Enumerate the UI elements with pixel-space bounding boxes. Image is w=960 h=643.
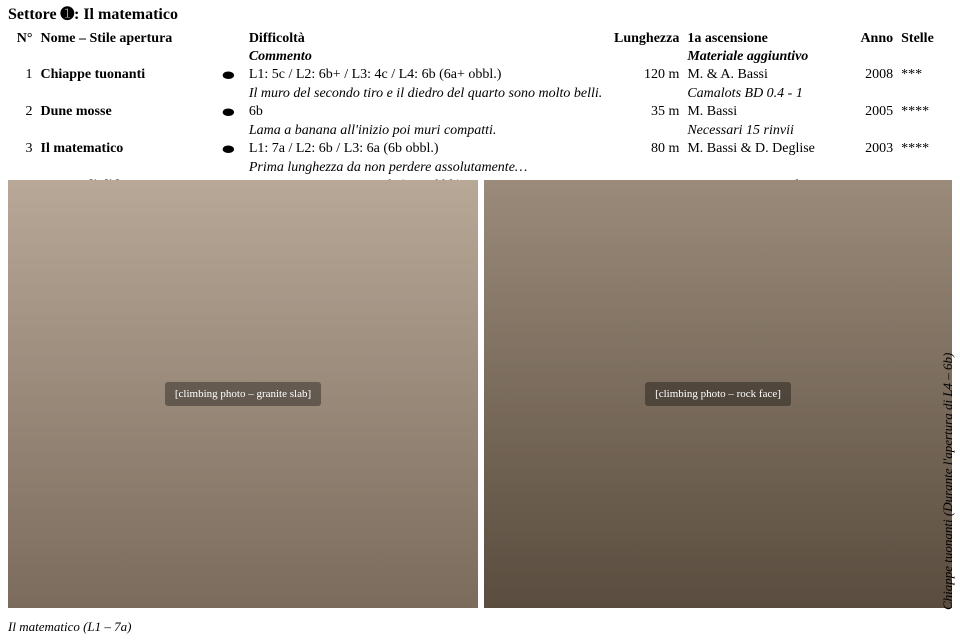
cell-asc: M. Bassi [683,103,842,122]
col-anno-header: Anno [842,30,897,48]
cell-n: 2 [8,103,37,122]
col-stelle-header: Stelle [897,30,952,48]
stile-icon: ⬬ [212,103,245,122]
col-diff-header: Difficoltà [245,30,607,48]
cell-anno: 2003 [842,140,897,159]
cell-stelle: **** [897,103,952,122]
photo-right: [climbing photo – rock face] [484,180,952,608]
cell-comment: Il muro del secondo tiro e il diedro del… [245,85,607,103]
cell-lunghezza: 35 m [607,103,684,122]
sector-symbol: ➊ [61,6,74,23]
sector-prefix: Settore [8,6,61,23]
cell-lunghezza: 120 m [607,66,684,85]
table-header-row: N° Nome – Stile apertura Difficoltà Lung… [8,30,952,48]
table-row: 1Chiappe tuonanti⬬L1: 5c / L2: 6b+ / L3:… [8,66,952,85]
col-asc-header: 1a ascensione [683,30,842,48]
photo-right-alt: [climbing photo – rock face] [645,382,791,406]
cell-material: Camalots BD 0.4 - 1 [683,85,842,103]
cell-comment: Prima lunghezza da non perdere assolutam… [245,159,607,177]
sector-suffix: : Il matematico [74,6,178,23]
cell-comment: Lama a banana all'inizio poi muri compat… [245,122,607,140]
cell-anno: 2008 [842,66,897,85]
cell-diff: 6b [245,103,607,122]
table-row: 3Il matematico⬬L1: 7a / L2: 6b / L3: 6a … [8,140,952,159]
stile-icon: ⬬ [212,66,245,85]
table-subheader-row: Commento Materiale aggiuntivo [8,48,952,66]
cell-n: 3 [8,140,37,159]
photo-row: [climbing photo – granite slab] [climbin… [8,180,952,608]
caption-right: Chiappe tuonanti (Durante l'apertura di … [940,240,956,610]
table-row: 2Dune mosse⬬6b35 mM. Bassi2005**** [8,103,952,122]
col-nome-header: Nome – Stile apertura [37,30,245,48]
cell-n: 1 [8,66,37,85]
caption-left: Il matematico (L1 – 7a) [8,619,131,635]
photo-left: [climbing photo – granite slab] [8,180,478,608]
cell-diff: L1: 7a / L2: 6b / L3: 6a (6b obbl.) [245,140,607,159]
cell-nome: Il matematico [37,140,212,159]
sector-title: Settore ➊: Il matematico [8,4,952,24]
table-comment-row: Prima lunghezza da non perdere assolutam… [8,159,952,177]
table-comment-row: Il muro del secondo tiro e il diedro del… [8,85,952,103]
col-commento-header: Commento [245,48,607,66]
cell-lunghezza: 80 m [607,140,684,159]
stile-icon: ⬬ [212,140,245,159]
cell-stelle: *** [897,66,952,85]
cell-nome: Dune mosse [37,103,212,122]
cell-material: Necessari 15 rinvii [683,122,842,140]
table-comment-row: Lama a banana all'inizio poi muri compat… [8,122,952,140]
col-n-header: N° [8,30,37,48]
cell-material [683,159,842,177]
col-materiale-header: Materiale aggiuntivo [683,48,842,66]
cell-stelle: **** [897,140,952,159]
col-lun-header: Lunghezza [607,30,684,48]
cell-diff: L1: 5c / L2: 6b+ / L3: 4c / L4: 6b (6a+ … [245,66,607,85]
photo-left-alt: [climbing photo – granite slab] [165,382,321,406]
cell-nome: Chiappe tuonanti [37,66,212,85]
cell-asc: M. Bassi & D. Deglise [683,140,842,159]
cell-asc: M. & A. Bassi [683,66,842,85]
cell-anno: 2005 [842,103,897,122]
